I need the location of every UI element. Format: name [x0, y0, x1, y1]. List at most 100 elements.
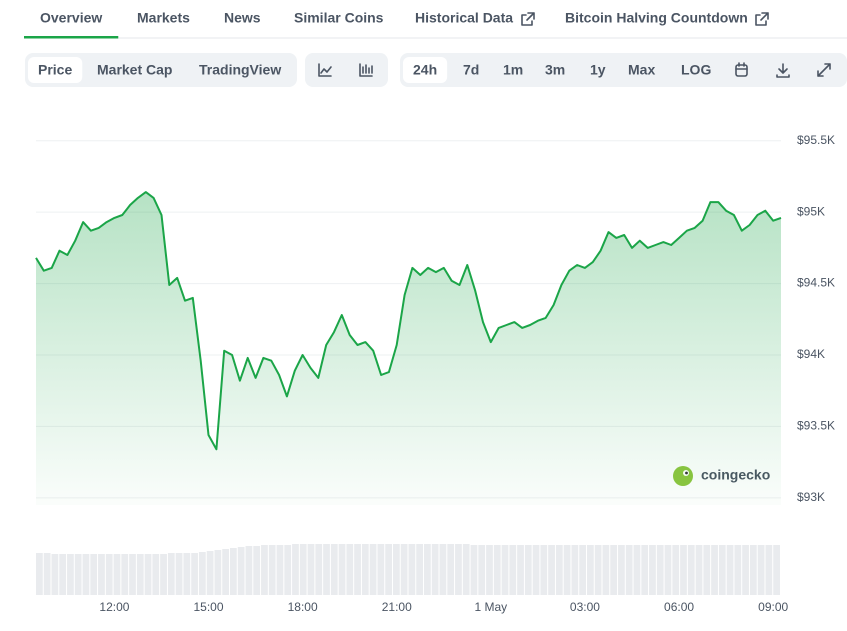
ext-icon	[755, 12, 769, 26]
volume-bar	[656, 545, 664, 595]
volume-bar	[540, 545, 548, 595]
volume-bar	[160, 554, 167, 595]
volume-bar	[532, 545, 540, 595]
volume-bar	[74, 554, 82, 595]
volume-bar	[455, 544, 462, 595]
ranges-button[interactable]: 3m	[545, 62, 565, 78]
volume-bar	[703, 545, 711, 595]
volume-bar	[431, 544, 439, 595]
button-active-bg	[28, 57, 83, 83]
volume-bar	[175, 553, 183, 595]
tab[interactable]: Overview	[40, 10, 102, 26]
volume-bar	[98, 554, 105, 595]
volume-bar	[136, 554, 144, 595]
volume-bar	[315, 544, 323, 595]
volume-bar	[742, 545, 749, 595]
volume-bar	[51, 554, 59, 595]
volume-bar	[610, 545, 618, 595]
volume-bar	[261, 545, 268, 595]
volume-bar	[167, 553, 175, 595]
volume-bar	[222, 549, 230, 595]
ranges-button[interactable]: LOG	[681, 62, 711, 78]
volume-bar	[214, 550, 222, 595]
tab[interactable]: Similar Coins	[294, 10, 384, 26]
ranges-button[interactable]: 7d	[463, 62, 479, 78]
volume-bar	[152, 554, 160, 595]
y-tick-label: $95.5K	[797, 133, 835, 147]
volume-bar	[470, 545, 478, 595]
expand-icon[interactable]	[817, 63, 831, 77]
ext-icon	[521, 12, 535, 26]
tab[interactable]: News	[224, 10, 261, 26]
volume-bar	[687, 545, 695, 595]
volume-bar	[183, 553, 191, 595]
x-tick-label: 03:00	[570, 600, 600, 614]
volume-bar	[330, 544, 338, 595]
volume-bar	[113, 554, 121, 595]
tab[interactable]: Markets	[137, 10, 190, 26]
volume-bar	[43, 553, 51, 595]
tab[interactable]: Historical Data	[415, 10, 513, 26]
ranges-button[interactable]: Max	[628, 62, 655, 78]
view-group	[25, 53, 297, 87]
volume-bar	[478, 545, 486, 595]
volume-bar	[408, 544, 416, 595]
x-tick-label: 15:00	[194, 600, 224, 614]
volume-bar	[586, 545, 594, 595]
volume-bar	[144, 554, 152, 595]
volume-bar	[618, 545, 625, 595]
volume-bar	[555, 545, 563, 595]
volume-bar	[718, 545, 726, 595]
volume-bar	[82, 554, 90, 595]
volume-bar	[400, 544, 408, 595]
ranges-button[interactable]: 1m	[503, 62, 523, 78]
volume-bar	[323, 544, 330, 595]
line-icon[interactable]	[318, 63, 332, 77]
volume-bar	[253, 546, 261, 595]
volume-bar	[633, 545, 641, 595]
volume-bar	[90, 554, 98, 595]
price-line	[35, 191, 782, 451]
volume-bar	[594, 545, 602, 595]
volume-bar	[129, 554, 136, 595]
y-tick-label: $93.5K	[797, 419, 835, 433]
download-icon[interactable]	[776, 63, 790, 78]
volume-bar	[237, 547, 245, 595]
volume-bar	[59, 554, 67, 595]
tab[interactable]: Bitcoin Halving Countdown	[565, 10, 748, 26]
volume-bar	[757, 545, 765, 595]
volume-bar	[67, 554, 74, 595]
volume-bar	[416, 544, 424, 595]
volume-bar	[462, 544, 470, 595]
volume-bar	[493, 545, 501, 595]
volume-bar	[695, 545, 703, 595]
views-button[interactable]: Price	[38, 62, 72, 78]
calendar-icon[interactable]	[735, 62, 748, 77]
ranges-button[interactable]: 1y	[590, 62, 606, 78]
volume-bar	[299, 544, 307, 595]
volume-bar	[245, 546, 253, 595]
tab-underline	[24, 36, 119, 39]
views-button[interactable]: Market Cap	[97, 62, 172, 78]
type-group	[305, 53, 388, 87]
views-button[interactable]: TradingView	[199, 62, 281, 78]
x-tick-label: 06:00	[664, 600, 694, 614]
volume-bar	[680, 545, 687, 595]
volume-bar	[206, 551, 214, 595]
volume-bar	[369, 544, 377, 595]
volume-bar	[36, 553, 43, 595]
x-tick-label: 1 May	[474, 600, 507, 614]
ranges-button[interactable]: 24h	[413, 62, 437, 78]
volume-bar	[198, 552, 206, 595]
volume-bar	[276, 545, 284, 595]
volume-bar	[571, 545, 579, 595]
volume-bar	[749, 545, 757, 595]
volume-bar	[602, 545, 610, 595]
volume-bar	[361, 544, 369, 595]
volume-bar	[338, 544, 346, 595]
volume-bar	[105, 554, 113, 595]
candle-icon[interactable]	[359, 63, 373, 77]
x-tick-label: 21:00	[382, 600, 412, 614]
